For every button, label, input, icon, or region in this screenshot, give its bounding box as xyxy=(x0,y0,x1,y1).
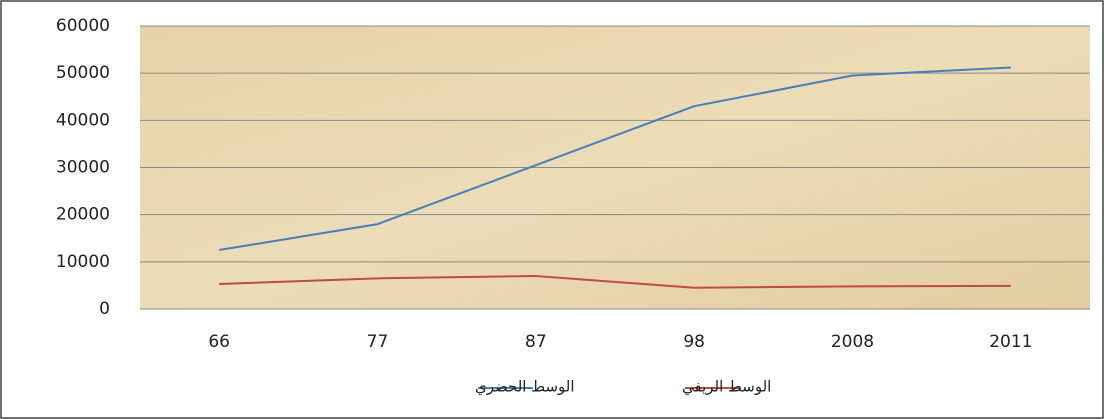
x-tick-label: 2008 xyxy=(831,332,874,352)
y-tick-label: 0 xyxy=(99,299,110,319)
y-tick-label: 50000 xyxy=(56,63,110,83)
y-tick-label: 30000 xyxy=(56,158,110,178)
x-tick-label: 2011 xyxy=(989,332,1032,352)
y-tick-label: 40000 xyxy=(56,110,110,130)
series-line xyxy=(219,274,1011,289)
legend-label: الوسط الريفي xyxy=(682,378,771,397)
x-tick-label: 98 xyxy=(683,332,705,352)
y-tick-label: 10000 xyxy=(56,252,110,272)
y-tick-label: 20000 xyxy=(56,205,110,225)
series-line xyxy=(219,66,1011,252)
legend-label: الوسط الحضري xyxy=(475,378,575,397)
y-tick-label: 60000 xyxy=(56,16,110,36)
x-tick-label: 87 xyxy=(525,332,547,352)
x-tick-label: 77 xyxy=(367,332,389,352)
x-tick-label: 66 xyxy=(208,332,230,352)
